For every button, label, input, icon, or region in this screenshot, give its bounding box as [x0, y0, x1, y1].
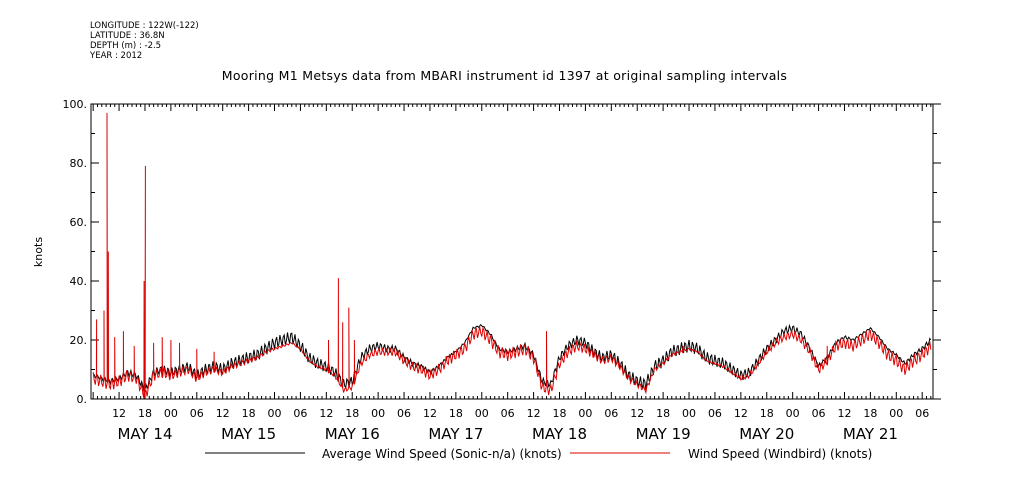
x-tick-labels: 12 18 00 06 12 18 00 06 12 18 00 06 12 18 00 06 12 18 00 06…	[112, 407, 929, 420]
day-label: MAY 14	[117, 425, 172, 443]
x-tick-label: 12	[527, 407, 541, 420]
x-tick-label: 12	[423, 407, 437, 420]
x-tick-label: 00	[268, 407, 282, 420]
day-labels: MAY 14 MAY 15 MAY 16 MAY 17 MAY 18 MAY 19 MAY …	[117, 425, 897, 443]
x-tick-label: 12	[319, 407, 333, 420]
x-tick-label: 00	[889, 407, 903, 420]
x-tick-label: 00	[682, 407, 696, 420]
meta-depth: DEPTH (m) : -2.5	[90, 41, 162, 51]
meta-latitude: LATITUDE : 36.8N	[90, 31, 165, 41]
x-tick-label: 12	[112, 407, 126, 420]
y-tick-label: 80.	[70, 157, 88, 170]
series-windbird-wind-speed	[92, 112, 932, 399]
x-tick-label: 06	[604, 407, 618, 420]
x-tick-label: 00	[475, 407, 489, 420]
x-tick-label: 00	[578, 407, 592, 420]
legend: Average Wind Speed (Sonic-n/a) (knots) W…	[205, 447, 872, 461]
x-tick-label: 18	[760, 407, 774, 420]
legend-label-average: Average Wind Speed (Sonic-n/a) (knots)	[322, 447, 562, 461]
y-tick-labels: 0. 20. 40. 60. 80. 100.	[63, 98, 88, 406]
x-tick-label: 18	[449, 407, 463, 420]
legend-label-windbird: Wind Speed (Windbird) (knots)	[688, 447, 872, 461]
x-tick-label: 06	[812, 407, 826, 420]
y-tick-label: 40.	[70, 275, 88, 288]
station-metadata: LONGITUDE : 122W(-122) LATITUDE : 36.8N …	[90, 21, 199, 61]
x-tick-label: 18	[656, 407, 670, 420]
x-tick-label: 06	[501, 407, 515, 420]
x-tick-label: 00	[371, 407, 385, 420]
y-tick-label: 20.	[70, 334, 88, 347]
x-tick-label: 00	[164, 407, 178, 420]
day-label: MAY 17	[428, 425, 483, 443]
x-tick-label: 18	[345, 407, 359, 420]
x-tick-label: 00	[786, 407, 800, 420]
series-average-wind-speed	[93, 323, 932, 394]
y-axis-label: knots	[32, 237, 45, 267]
x-tick-label: 12	[734, 407, 748, 420]
x-tick-label: 06	[397, 407, 411, 420]
x-tick-label: 18	[552, 407, 566, 420]
y-tick-label: 100.	[63, 98, 88, 111]
x-tick-label: 18	[138, 407, 152, 420]
day-label: MAY 20	[739, 425, 794, 443]
x-tick-label: 18	[242, 407, 256, 420]
series-lines	[92, 112, 932, 399]
x-tick-label: 18	[863, 407, 877, 420]
meta-year: YEAR : 2012	[90, 51, 143, 61]
x-tick-label: 06	[293, 407, 307, 420]
axis-ticks	[91, 103, 941, 400]
x-tick-label: 12	[216, 407, 230, 420]
x-tick-label: 06	[915, 407, 929, 420]
x-tick-label: 12	[630, 407, 644, 420]
day-label: MAY 21	[843, 425, 898, 443]
day-label: MAY 19	[636, 425, 691, 443]
x-tick-label: 12	[837, 407, 851, 420]
day-label: MAY 15	[221, 425, 276, 443]
chart-title: Mooring M1 Metsys data from MBARI instru…	[221, 68, 788, 83]
meta-longitude: LONGITUDE : 122W(-122)	[90, 21, 199, 31]
x-tick-label: 06	[708, 407, 722, 420]
y-tick-label: 0.	[77, 393, 88, 406]
x-tick-label: 06	[190, 407, 204, 420]
day-label: MAY 16	[325, 425, 380, 443]
day-label: MAY 18	[532, 425, 587, 443]
y-tick-label: 60.	[70, 216, 88, 229]
